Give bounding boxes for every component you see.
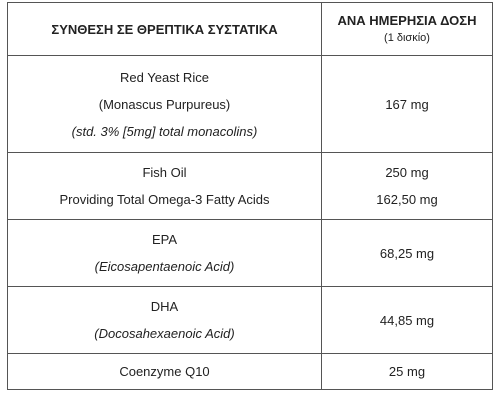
header-daily-dose-label: ΑΝΑ ΗΜΕΡΗΣΙΑ ΔΟΣΗ	[337, 13, 477, 28]
ingredient-cell: Red Yeast Rice (Monascus Purpureus) (std…	[7, 55, 322, 153]
ingredient-cell: Fish Oil Providing Total Omega-3 Fatty A…	[7, 152, 322, 220]
ingredient-name: Red Yeast Rice	[120, 69, 209, 85]
ingredient-name: DHA	[150, 299, 179, 314]
dose-value-omega3: 162,50 mg	[376, 192, 438, 207]
dose-cell: 250 mg 162,50 mg	[321, 152, 493, 220]
ingredient-name: Coenzyme Q10	[119, 364, 210, 379]
dose-value: 25 mg	[388, 364, 426, 379]
ingredient-latin-name: (Monascus Purpureus)	[98, 96, 231, 112]
table-row: Fish Oil Providing Total Omega-3 Fatty A…	[7, 152, 493, 220]
ingredient-cell: DHA (Docosahexaenoic Acid)	[7, 286, 322, 354]
table-header-row: ΣΥΝΘΕΣΗ ΣΕ ΘΡΕΠΤΙΚΑ ΣΥΣΤΑΤΙΚΑ ΑΝΑ ΗΜΕΡΗΣ…	[7, 2, 493, 56]
header-composition: ΣΥΝΘΕΣΗ ΣΕ ΘΡΕΠΤΙΚΑ ΣΥΣΤΑΤΙΚΑ	[7, 2, 322, 56]
ingredient-subtitle: Providing Total Omega-3 Fatty Acids	[59, 192, 270, 207]
nutrition-table: ΣΥΝΘΕΣΗ ΣΕ ΘΡΕΠΤΙΚΑ ΣΥΣΤΑΤΙΚΑ ΑΝΑ ΗΜΕΡΗΣ…	[7, 2, 493, 390]
ingredient-standardization: (std. 3% [5mg] total monacolins)	[71, 123, 258, 139]
ingredient-cell: Coenzyme Q10	[7, 353, 322, 390]
dose-cell: 44,85 mg	[321, 286, 493, 354]
dose-value: 68,25 mg	[379, 245, 435, 261]
header-daily-dose-sub: (1 δισκίο)	[384, 32, 430, 44]
ingredient-full-name: (Eicosapentaenoic Acid)	[94, 259, 235, 274]
dose-cell: 68,25 mg	[321, 219, 493, 287]
dose-value: 167 mg	[385, 96, 429, 112]
table-row: DHA (Docosahexaenoic Acid) 44,85 mg	[7, 286, 493, 354]
dose-cell: 25 mg	[321, 353, 493, 390]
dose-value: 250 mg	[385, 165, 429, 180]
header-daily-dose: ΑΝΑ ΗΜΕΡΗΣΙΑ ΔΟΣΗ (1 δισκίο)	[321, 2, 493, 56]
dose-cell: 167 mg	[321, 55, 493, 153]
ingredient-full-name: (Docosahexaenoic Acid)	[94, 326, 235, 341]
ingredient-name: EPA	[151, 232, 178, 247]
table-row: Coenzyme Q10 25 mg	[7, 353, 493, 390]
ingredient-name: Fish Oil	[142, 165, 187, 180]
ingredient-cell: EPA (Eicosapentaenoic Acid)	[7, 219, 322, 287]
dose-value: 44,85 mg	[379, 312, 435, 328]
table-row: EPA (Eicosapentaenoic Acid) 68,25 mg	[7, 219, 493, 287]
table-row: Red Yeast Rice (Monascus Purpureus) (std…	[7, 55, 493, 153]
